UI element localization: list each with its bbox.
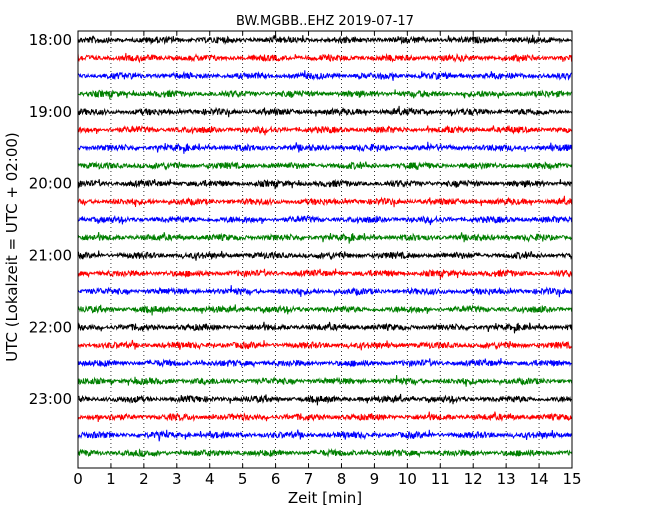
x-tick-label: 1 xyxy=(106,470,116,488)
y-tick-label: 19:00 xyxy=(29,103,72,121)
trace-19:15 xyxy=(77,124,573,136)
trace-23:15 xyxy=(77,411,573,422)
x-tick-label: 6 xyxy=(271,470,281,488)
y-tick-label: 20:00 xyxy=(29,175,72,193)
x-axis-ticks: 0 1 2 3 4 5 6 7 8 9 10 11 12 13 14 15 xyxy=(73,31,582,488)
y-tick-label: 22:00 xyxy=(29,318,72,336)
trace-23:30 xyxy=(77,429,573,442)
plot-frame xyxy=(77,30,573,469)
x-tick-label: 3 xyxy=(172,470,182,488)
trace-20:45 xyxy=(77,232,573,244)
trace-21:00 xyxy=(77,250,572,261)
y-tick-label: 18:00 xyxy=(29,31,72,49)
trace-18:00 xyxy=(77,34,573,46)
x-tick-label: 8 xyxy=(337,470,347,488)
x-tick-label: 7 xyxy=(304,470,314,488)
x-tick-label: 4 xyxy=(205,470,215,488)
trace-22:00 xyxy=(77,321,573,334)
trace-21:45 xyxy=(77,304,573,316)
trace-20:15 xyxy=(77,195,572,208)
trace-21:30 xyxy=(77,285,573,298)
trace-22:45 xyxy=(77,375,573,387)
x-tick-label: 10 xyxy=(398,470,417,488)
x-tick-label: 5 xyxy=(238,470,248,488)
trace-22:30 xyxy=(77,358,573,369)
trace-19:00 xyxy=(77,105,573,118)
trace-19:45 xyxy=(77,161,573,171)
trace-19:30 xyxy=(77,141,573,154)
seismogram-traces xyxy=(77,34,573,459)
y-tick-label: 23:00 xyxy=(29,390,72,408)
y-axis-label: UTC (Lokalzeit = UTC + 02:00) xyxy=(3,132,21,362)
trace-18:45 xyxy=(77,89,573,100)
trace-20:00 xyxy=(77,178,573,190)
trace-21:15 xyxy=(77,268,573,280)
minute-gridlines xyxy=(110,31,540,468)
x-tick-label: 9 xyxy=(370,470,380,488)
trace-18:15 xyxy=(77,52,573,64)
trace-20:30 xyxy=(77,214,573,226)
x-axis-label: Zeit [min] xyxy=(288,489,362,507)
x-tick-label: 12 xyxy=(464,470,483,488)
chart-title: BW.MGBB..EHZ 2019-07-17 xyxy=(236,14,414,29)
trace-23:45 xyxy=(77,447,573,459)
x-tick-label: 14 xyxy=(530,470,549,488)
y-axis-ticks: 18:00 19:00 20:00 21:00 22:00 23:00 xyxy=(29,31,82,408)
y-tick-label: 21:00 xyxy=(29,246,72,264)
x-tick-label: 15 xyxy=(562,470,581,488)
trace-18:30 xyxy=(77,70,573,81)
trace-22:15 xyxy=(77,339,573,351)
x-tick-label: 0 xyxy=(73,470,83,488)
trace-23:00 xyxy=(77,393,573,406)
x-tick-label: 11 xyxy=(431,470,450,488)
x-tick-label: 13 xyxy=(497,470,516,488)
x-tick-label: 2 xyxy=(139,470,149,488)
